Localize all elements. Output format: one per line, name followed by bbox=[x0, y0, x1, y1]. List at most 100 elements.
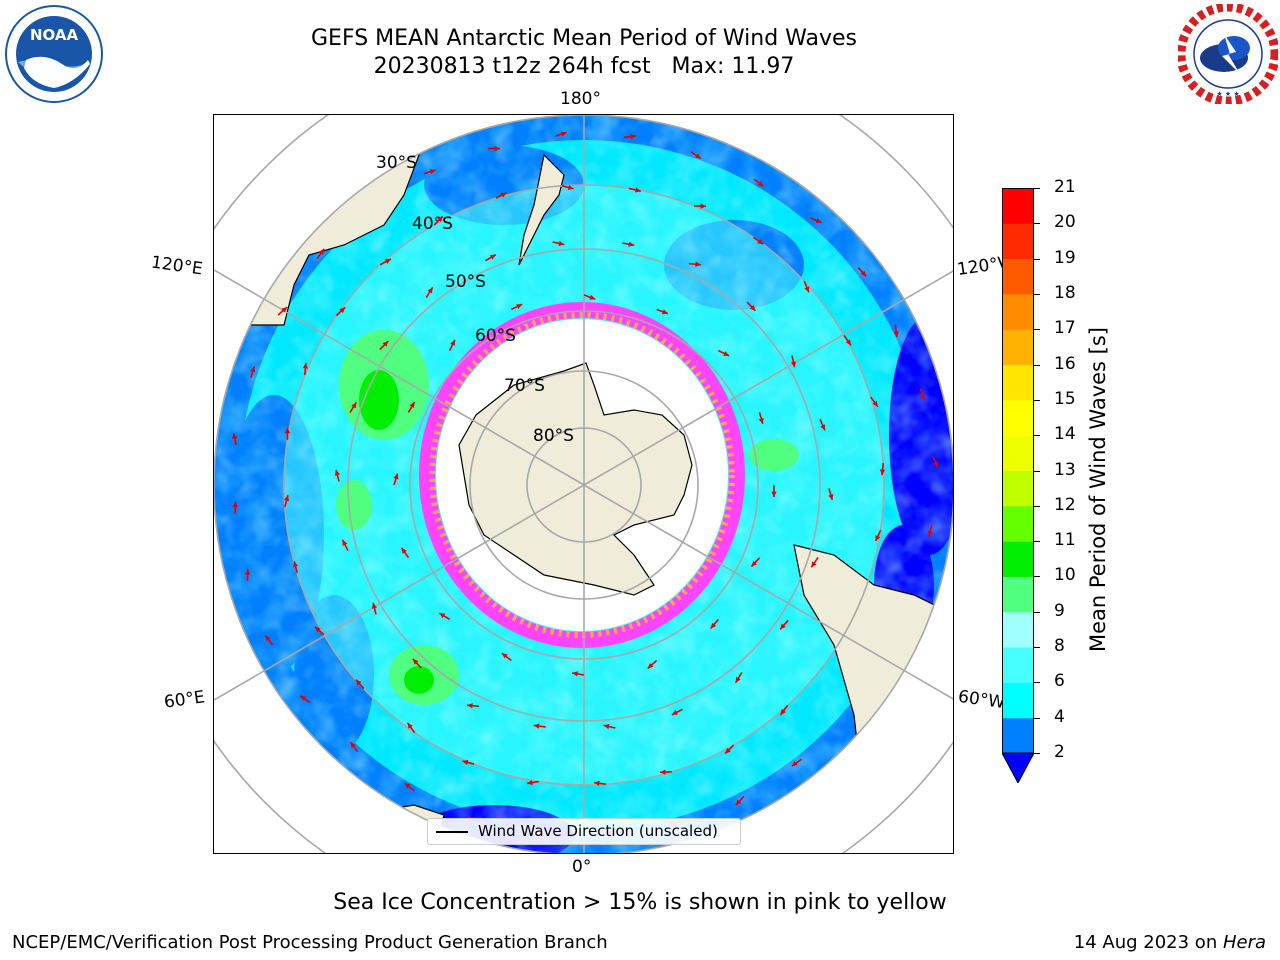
wind-arrow-head bbox=[412, 658, 419, 665]
antarctica-land bbox=[458, 362, 693, 596]
wind-arrow-head bbox=[927, 530, 933, 537]
wind-arrow-head bbox=[790, 361, 797, 368]
wind-arrow-head bbox=[401, 547, 407, 554]
colorbar-tick-label: 16 bbox=[1054, 353, 1076, 374]
wind-arrow-head bbox=[815, 218, 822, 223]
wind-arrow-head bbox=[735, 676, 741, 683]
wind-arrow-head bbox=[245, 569, 251, 575]
credit-host: Hera bbox=[1222, 932, 1266, 953]
wind-arrow-head bbox=[828, 494, 834, 501]
wind-arrow-head bbox=[501, 653, 508, 659]
wind-arrow-head bbox=[920, 394, 926, 401]
colorbar-segment bbox=[1002, 470, 1034, 507]
lat-labels: 30°S 40°S 50°S 60°S 70°S 80°S bbox=[376, 153, 574, 446]
lat-label-50s: 50°S bbox=[445, 272, 486, 292]
wind-arrow-head bbox=[293, 561, 299, 568]
sea-ice-note: Sea Ice Concentration > 15% is shown in … bbox=[333, 890, 947, 915]
wind-arrow-head bbox=[860, 270, 867, 277]
wind-arrow-head bbox=[735, 799, 742, 806]
wind-arrow-head bbox=[302, 362, 309, 369]
colorbar-segment bbox=[1002, 505, 1034, 542]
wind-arrow-head bbox=[404, 783, 411, 789]
colorbar-segment bbox=[1002, 329, 1034, 366]
wind-arrow-head bbox=[407, 722, 413, 729]
wind-arrow-head bbox=[232, 501, 238, 508]
colorbar-segment bbox=[1002, 258, 1034, 295]
wind-arrow-head bbox=[334, 469, 340, 476]
wind-arrow-head bbox=[342, 539, 348, 546]
wind-arrow-head bbox=[567, 184, 574, 190]
graticule bbox=[214, 115, 953, 853]
wind-arrow-head bbox=[751, 560, 758, 567]
colorbar-tick-mark bbox=[1034, 188, 1040, 189]
wind-arrow-head bbox=[700, 203, 707, 209]
colorbar-segment bbox=[1002, 293, 1034, 330]
wind-arrow-head bbox=[284, 427, 291, 434]
wind-arrow-head bbox=[489, 254, 496, 260]
colorbar-tick-label: 19 bbox=[1054, 247, 1076, 268]
colorbar-extension bbox=[1001, 752, 1035, 785]
wind-arrow-head bbox=[439, 613, 446, 619]
wind-arrow-head bbox=[933, 461, 938, 468]
colorbar-tick-mark bbox=[1034, 258, 1040, 260]
wind-arrow-head bbox=[382, 341, 389, 347]
wind-arrow-head bbox=[339, 307, 346, 313]
lat-label-60s: 60°S bbox=[475, 326, 516, 346]
colorbar-segment bbox=[1002, 188, 1034, 224]
colorbar-tick-label: 4 bbox=[1054, 706, 1065, 727]
colorbar-tick-mark bbox=[1034, 435, 1040, 437]
colorbar-tick-mark bbox=[1034, 329, 1040, 331]
wind-arrow-head bbox=[393, 473, 399, 480]
colorbar-tick-mark bbox=[1034, 505, 1040, 507]
wind-arrow-head bbox=[281, 307, 288, 313]
chart-title: GEFS MEAN Antarctic Mean Period of Wind … bbox=[311, 26, 857, 51]
colorbar-tick-mark bbox=[1034, 682, 1040, 684]
colorbar-segment bbox=[1002, 717, 1034, 754]
wind-arrow-head bbox=[872, 400, 878, 407]
wind-arrow-head bbox=[594, 780, 600, 786]
map-legend: Wind Wave Direction (unscaled) bbox=[427, 818, 741, 845]
wind-arrow-head bbox=[749, 305, 756, 311]
colorbar-tick-label: 17 bbox=[1054, 318, 1076, 339]
wind-arrow-head bbox=[875, 535, 881, 542]
wind-arrow-head bbox=[265, 635, 271, 642]
colorbar-label: Mean Period of Wind Waves [s] bbox=[1086, 327, 1110, 652]
wind-arrow-head bbox=[820, 424, 826, 431]
colorbar-segment bbox=[1002, 611, 1034, 648]
credit-left: NCEP/EMC/Verification Post Processing Pr… bbox=[12, 932, 608, 953]
credit-right: 14 Aug 2023 on Hera bbox=[1074, 932, 1266, 953]
wind-arrow-head bbox=[232, 433, 238, 440]
colorbar-tick-label: 15 bbox=[1054, 388, 1076, 409]
wind-arrow-head bbox=[314, 626, 321, 633]
noaa-logo: NOAA bbox=[4, 4, 104, 104]
wind-arrow-head bbox=[462, 759, 469, 765]
wind-arrow-head bbox=[450, 339, 455, 346]
colorbar-tick-label: 14 bbox=[1054, 424, 1076, 445]
colorbar-tick-label: 13 bbox=[1054, 459, 1076, 480]
wind-arrow-head bbox=[780, 708, 786, 715]
wind-arrow-head bbox=[661, 309, 668, 315]
colorbar-tick-mark bbox=[1034, 576, 1040, 578]
wind-arrow-head bbox=[780, 623, 786, 630]
colorbar-tick-label: 12 bbox=[1054, 494, 1076, 515]
new-zealand-land bbox=[518, 153, 565, 266]
wind-arrow-head bbox=[500, 192, 507, 198]
colorbar-segment bbox=[1002, 364, 1034, 401]
lon-label-120e: 120°E bbox=[149, 252, 204, 280]
svg-text:★ ★ ★: ★ ★ ★ bbox=[1216, 90, 1239, 98]
wind-arrow-head bbox=[526, 780, 533, 786]
wind-arrow-head bbox=[384, 258, 391, 264]
colorbar-segment bbox=[1002, 576, 1034, 613]
colorbar-tick-label: 2 bbox=[1054, 742, 1065, 762]
colorbar-tick-mark bbox=[1034, 717, 1040, 719]
colorbar-tick-mark bbox=[1034, 541, 1040, 543]
wind-arrow-head bbox=[758, 417, 764, 424]
wind-arrow-head bbox=[634, 187, 641, 193]
lon-label-0: 0° bbox=[572, 857, 592, 877]
wind-arrow-head bbox=[811, 561, 817, 568]
wind-arrow-head bbox=[589, 294, 596, 300]
colorbar-segment bbox=[1002, 541, 1034, 577]
colorbar-tick-label: 10 bbox=[1054, 565, 1076, 586]
colorbar-segment bbox=[1002, 682, 1034, 719]
colorbar-tick-label: 21 bbox=[1054, 177, 1076, 197]
